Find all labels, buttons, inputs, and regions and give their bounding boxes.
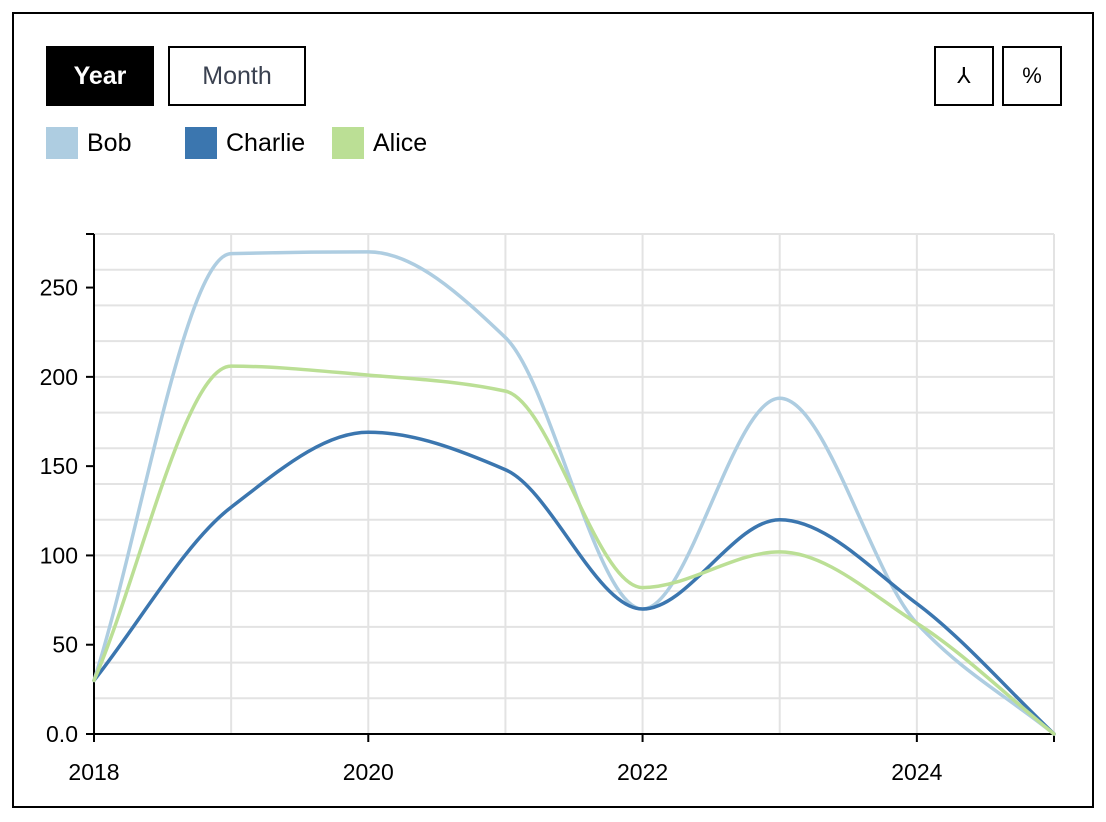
x-tick-label: 2022 bbox=[617, 759, 668, 785]
legend-item-alice[interactable]: Alice bbox=[332, 126, 427, 160]
year-toggle-button[interactable]: Year bbox=[46, 46, 154, 106]
legend-item-charlie[interactable]: Charlie bbox=[185, 126, 305, 160]
x-tick-label: 2024 bbox=[891, 759, 942, 785]
grid bbox=[94, 233, 1055, 734]
series-line-charlie[interactable] bbox=[92, 430, 1056, 736]
legend-swatch-charlie bbox=[185, 127, 217, 159]
legend-label-bob: Bob bbox=[87, 128, 132, 157]
x-tick-label: 2020 bbox=[343, 759, 394, 785]
y-tick-label: 150 bbox=[40, 453, 78, 479]
percent-toggle-button[interactable]: % bbox=[1002, 46, 1062, 106]
x-tick-label: 2018 bbox=[68, 759, 119, 785]
legend-item-bob[interactable]: Bob bbox=[46, 126, 131, 160]
percent-icon: % bbox=[1022, 63, 1042, 88]
series-line-alice[interactable] bbox=[92, 364, 1056, 736]
legend-swatch-bob bbox=[46, 127, 78, 159]
y-tick-label: 50 bbox=[52, 632, 78, 658]
y-tick-label: 0.0 bbox=[46, 721, 78, 747]
legend-label-alice: Alice bbox=[373, 128, 428, 157]
stack-icon: ⅄ bbox=[957, 63, 971, 88]
series bbox=[92, 250, 1056, 736]
axes: 0.0 50 100 150 200 250 2018 2020 2022 2024 bbox=[40, 233, 1055, 785]
month-toggle-button[interactable]: Month bbox=[168, 46, 306, 106]
y-tick-label: 200 bbox=[40, 364, 78, 390]
y-tick-label: 100 bbox=[40, 542, 78, 568]
stack-toggle-button[interactable]: ⅄ bbox=[934, 46, 994, 106]
y-tick-label: 250 bbox=[40, 275, 78, 301]
legend-label-charlie: Charlie bbox=[226, 128, 306, 157]
legend-swatch-alice bbox=[332, 127, 364, 159]
